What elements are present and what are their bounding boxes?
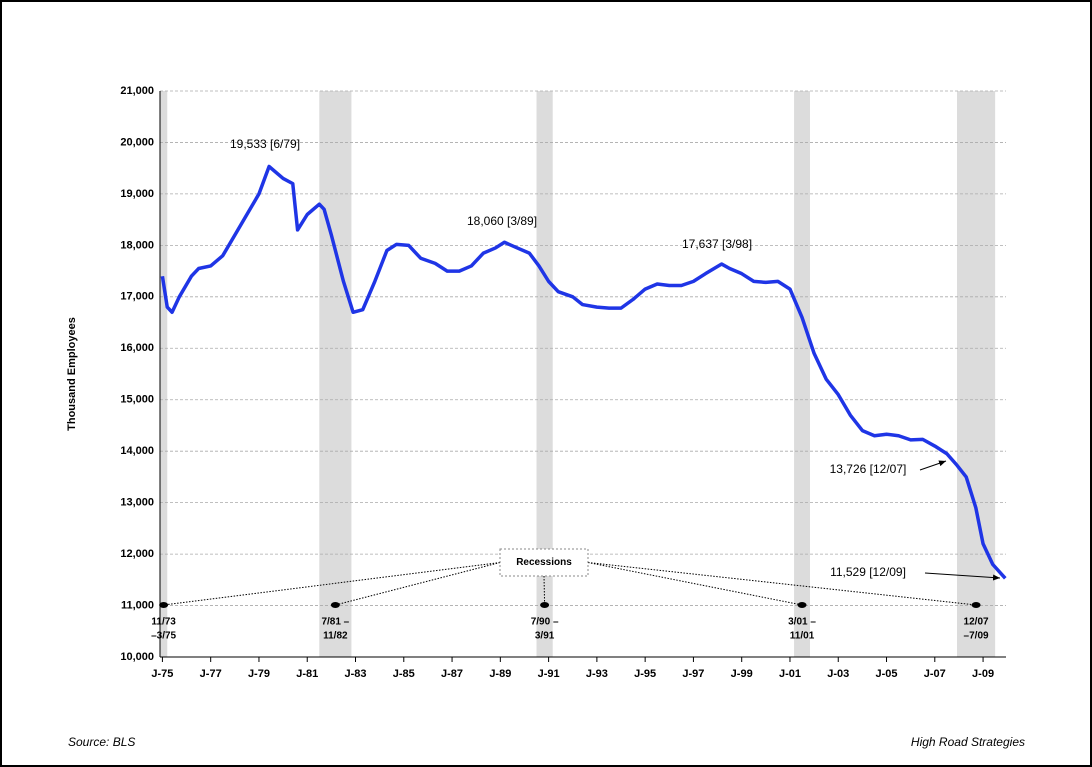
x-tick-label: J-93 (586, 668, 608, 680)
x-tick-label: J-03 (827, 668, 849, 680)
y-tick-label: 13,000 (120, 497, 154, 509)
x-tick-label: J-05 (876, 668, 898, 680)
recession-dot (971, 602, 981, 608)
recession-dot (330, 602, 340, 608)
recession-band (536, 91, 553, 657)
recession-label: 3/91 (535, 631, 555, 642)
recession-label: 12/07 (964, 617, 989, 628)
credit: High Road Strategies (911, 735, 1025, 749)
recession-label: 11/82 (323, 631, 348, 642)
y-tick-label: 11,000 (121, 599, 154, 611)
recession-label: 11/73 (151, 617, 176, 628)
recession-band (957, 91, 996, 657)
y-tick-label: 10,000 (120, 651, 154, 663)
y-tick-label: 14,000 (120, 445, 154, 457)
y-tick-label: 17,000 (120, 291, 154, 303)
leader-line (335, 562, 501, 606)
recession-label: 3/01 – (788, 617, 816, 628)
x-tick-label: J-01 (779, 668, 801, 680)
annotation: 13,726 [12/07] (830, 462, 907, 476)
recession-label: –7/09 (964, 631, 989, 642)
x-tick-label: J-75 (151, 668, 173, 680)
recession-label: 7/90 – (531, 617, 559, 628)
recession-band (319, 91, 352, 657)
annotation: 11,529 [12/09] (830, 565, 906, 579)
x-tick-label: J-81 (296, 668, 318, 680)
y-tick-label: 12,000 (120, 548, 154, 560)
y-tick-label: 20,000 (120, 136, 154, 148)
annotation: 19,533 [6/79] (230, 137, 300, 151)
recession-dot (797, 602, 807, 608)
leader-line (587, 562, 977, 606)
recession-band (794, 91, 811, 657)
leader-line (543, 575, 546, 606)
recession-band (160, 91, 168, 657)
recession-dot (159, 602, 169, 608)
annotation-arrow (924, 572, 1001, 581)
line (160, 164, 1007, 580)
x-tick-label: J-77 (200, 668, 222, 680)
y-axis-label: Thousand Employees (66, 317, 78, 431)
recession-label: 7/81 – (321, 617, 349, 628)
x-tick-label: J-97 (682, 668, 704, 680)
annotation: 18,060 [3/89] (467, 214, 537, 228)
annotation-arrow (919, 460, 947, 471)
x-tick-label: J-85 (393, 668, 415, 680)
recession-label: –3/75 (151, 631, 176, 642)
x-tick-label: J-07 (924, 668, 946, 680)
x-tick-label: J-99 (731, 668, 753, 680)
y-tick-label: 18,000 (120, 239, 154, 251)
y-tick-label: 16,000 (120, 342, 154, 354)
x-tick-label: J-09 (972, 668, 994, 680)
source: Source: BLS (68, 735, 135, 749)
leader-line (587, 562, 803, 606)
y-tick-label: 21,000 (120, 85, 154, 97)
x-tick-label: J-89 (489, 668, 511, 680)
x-tick-label: J-87 (441, 668, 463, 680)
recession-dot (540, 602, 550, 608)
legend-box (499, 548, 589, 577)
recession-label: 11/01 (790, 631, 815, 642)
legend-label: Recessions (516, 557, 572, 568)
leader-line (163, 562, 501, 606)
x-tick-label: J-83 (344, 668, 366, 680)
y-tick-label: 15,000 (120, 394, 154, 406)
annotation: 17,637 [3/98] (682, 237, 752, 251)
x-tick-label: J-91 (538, 668, 560, 680)
y-tick-label: 19,000 (120, 188, 154, 200)
x-tick-label: J-79 (248, 668, 270, 680)
x-tick-label: J-95 (634, 668, 656, 680)
